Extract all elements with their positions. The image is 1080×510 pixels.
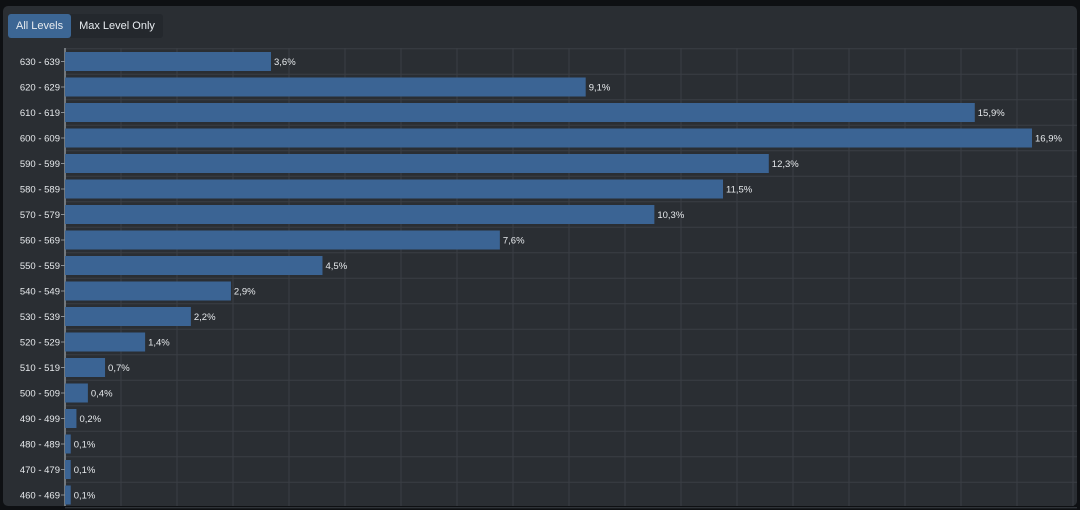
bar-value-label: 0,4% (91, 389, 113, 400)
tab-all-levels[interactable]: All Levels (8, 14, 72, 38)
y-tick-label: 560 - 569 (20, 236, 60, 247)
bar-value-label: 3,6% (274, 57, 296, 68)
bar-value-label: 0,7% (108, 363, 130, 374)
y-tick-label: 570 - 579 (20, 210, 60, 221)
bar-value-label: 2,9% (234, 287, 256, 298)
bar-value-label: 12,3% (772, 159, 799, 170)
bar (65, 103, 975, 122)
bar (65, 383, 88, 403)
y-tick-label: 470 - 479 (20, 465, 60, 476)
bar (65, 332, 146, 352)
bar (65, 485, 71, 505)
bar (65, 52, 271, 71)
bar (65, 205, 655, 224)
bar (65, 281, 231, 301)
bar-value-label: 9,1% (589, 83, 611, 94)
bar (65, 128, 1032, 148)
y-tick-label: 500 - 509 (20, 389, 60, 400)
y-tick-label: 590 - 599 (20, 159, 60, 170)
bar-value-label: 16,9% (1035, 134, 1062, 145)
bar (65, 307, 191, 326)
y-tick-label: 620 - 629 (20, 83, 60, 94)
bar-value-label: 7,6% (503, 236, 525, 247)
bar (65, 154, 769, 173)
bar (65, 179, 724, 199)
y-tick-label: 510 - 519 (20, 363, 60, 374)
y-tick-label: 460 - 469 (20, 491, 60, 502)
bar-value-label: 0,1% (74, 440, 96, 451)
bar-value-label: 0,1% (74, 465, 96, 476)
bar (65, 256, 323, 275)
y-tick-label: 520 - 529 (20, 338, 60, 349)
bar-value-label: 4,5% (325, 261, 347, 272)
bar-value-label: 15,9% (978, 108, 1005, 119)
y-tick-label: 550 - 559 (20, 261, 60, 272)
bar-value-label: 2,2% (194, 312, 216, 323)
bar (65, 77, 586, 97)
bar (65, 460, 71, 479)
y-tick-label: 480 - 489 (20, 440, 60, 451)
bar-value-label: 11,5% (726, 185, 753, 196)
y-tick-label: 530 - 539 (20, 312, 60, 323)
y-tick-label: 600 - 609 (20, 134, 60, 145)
y-tick-label: 610 - 619 (20, 108, 60, 119)
bar (65, 358, 106, 377)
y-tick-label: 580 - 589 (20, 185, 60, 196)
y-tick-label: 490 - 499 (20, 414, 60, 425)
bar-value-label: 0,2% (79, 414, 101, 425)
bar (65, 409, 77, 428)
level-filter-tabs: All Levels Max Level Only (8, 14, 163, 38)
tab-max-level-only[interactable]: Max Level Only (79, 20, 155, 32)
bar-value-label: 0,1% (74, 491, 96, 502)
bar (65, 230, 500, 250)
bar-value-label: 10,3% (657, 210, 684, 221)
bar-value-label: 1,4% (148, 338, 170, 349)
bar (65, 434, 71, 454)
y-tick-label: 540 - 549 (20, 287, 60, 298)
y-tick-label: 630 - 639 (20, 57, 60, 68)
